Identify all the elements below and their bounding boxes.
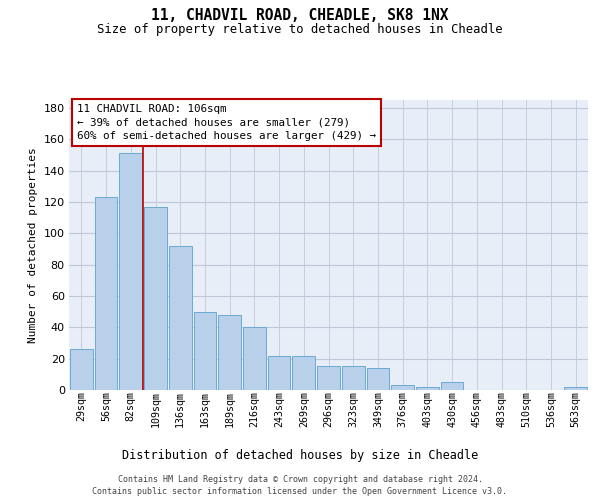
- Bar: [268, 356, 290, 390]
- Bar: [243, 328, 266, 390]
- Bar: [441, 382, 463, 390]
- Bar: [317, 366, 340, 390]
- Bar: [367, 368, 389, 390]
- Y-axis label: Number of detached properties: Number of detached properties: [28, 147, 38, 343]
- Text: Contains HM Land Registry data © Crown copyright and database right 2024.
Contai: Contains HM Land Registry data © Crown c…: [92, 474, 508, 496]
- Bar: [564, 387, 587, 390]
- Text: 11, CHADVIL ROAD, CHEADLE, SK8 1NX: 11, CHADVIL ROAD, CHEADLE, SK8 1NX: [151, 8, 449, 22]
- Bar: [416, 387, 439, 390]
- Bar: [169, 246, 191, 390]
- Text: Size of property relative to detached houses in Cheadle: Size of property relative to detached ho…: [97, 22, 503, 36]
- Bar: [292, 356, 315, 390]
- Bar: [194, 312, 216, 390]
- Bar: [119, 154, 142, 390]
- Text: 11 CHADVIL ROAD: 106sqm
← 39% of detached houses are smaller (279)
60% of semi-d: 11 CHADVIL ROAD: 106sqm ← 39% of detache…: [77, 104, 376, 141]
- Bar: [95, 197, 118, 390]
- Bar: [144, 206, 167, 390]
- Text: Distribution of detached houses by size in Cheadle: Distribution of detached houses by size …: [122, 450, 478, 462]
- Bar: [391, 386, 414, 390]
- Bar: [70, 349, 93, 390]
- Bar: [342, 366, 365, 390]
- Bar: [218, 315, 241, 390]
